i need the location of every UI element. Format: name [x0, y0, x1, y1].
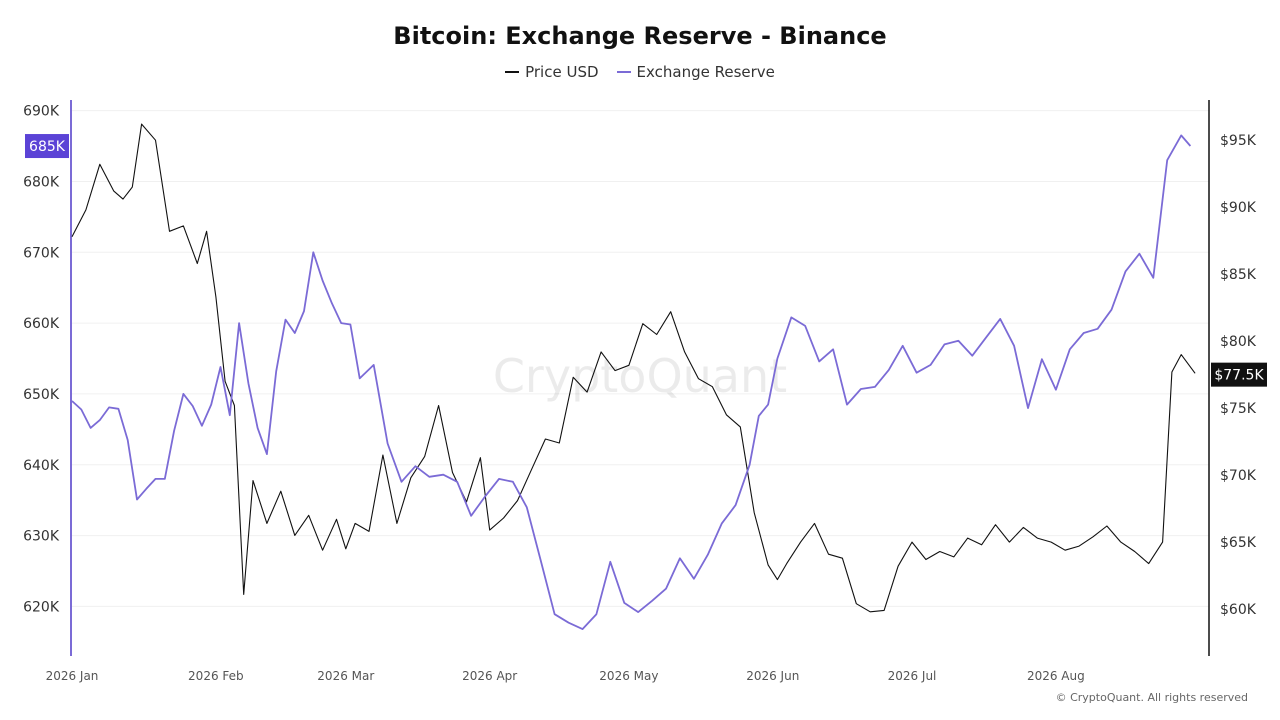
right-last-value-label: $77.5K [1214, 368, 1264, 384]
left-axis-tick-label: 640K [23, 458, 60, 474]
left-axis-tick-label: 680K [23, 174, 60, 190]
legend-label-price: Price USD [525, 63, 599, 81]
right-axis-tick-label: $60K [1220, 602, 1257, 618]
right-axis-tick-label: $85K [1220, 267, 1257, 283]
series-line-exchange-reserve [71, 134, 1192, 630]
x-axis-tick-label: 2026 Apr [462, 669, 517, 683]
watermark-text: CryptoQuant [493, 349, 787, 403]
right-axis-tick-label: $90K [1220, 200, 1257, 216]
legend-label-reserve: Exchange Reserve [636, 63, 775, 81]
right-axis-tick-label: $95K [1220, 133, 1257, 149]
x-axis-tick-label: 2026 May [599, 669, 658, 683]
x-axis-tick-label: 2026 Feb [188, 669, 244, 683]
left-axis-tick-label: 650K [23, 387, 60, 403]
right-axis-tick-label: $75K [1220, 401, 1257, 417]
x-axis-tick-label: 2026 Jul [888, 669, 937, 683]
chart-legend: Price USD Exchange Reserve [0, 63, 1280, 81]
right-last-value-badge [1211, 362, 1267, 387]
left-axis-tick-label: 630K [23, 529, 60, 545]
legend-swatch-reserve [616, 71, 631, 73]
left-axis-tick-label: 660K [23, 316, 60, 332]
legend-swatch-price [505, 71, 520, 73]
legend-item-reserve[interactable]: Exchange Reserve [616, 63, 775, 81]
left-axis-tick-label: 620K [23, 599, 60, 615]
right-axis-tick-label: $80K [1220, 334, 1257, 350]
left-last-value-badge [25, 134, 69, 159]
left-axis-tick-label: 670K [23, 245, 60, 261]
copyright-notice: © CryptoQuant. All rights reserved [1055, 691, 1248, 704]
left-last-value-label: 685K [29, 139, 66, 155]
x-axis-tick-label: 2026 Jan [46, 669, 99, 683]
x-axis-tick-label: 2026 Aug [1027, 669, 1085, 683]
series-line-price-usd [71, 123, 1196, 613]
right-axis-tick-label: $65K [1220, 535, 1257, 551]
x-axis-tick-label: 2026 Mar [317, 669, 374, 683]
right-axis-tick-label: $70K [1220, 468, 1257, 484]
legend-item-price[interactable]: Price USD [505, 63, 599, 81]
left-axis-tick-label: 690K [23, 104, 60, 120]
chart-title: Bitcoin: Exchange Reserve - Binance [393, 22, 887, 50]
x-axis-tick-label: 2026 Jun [746, 669, 799, 683]
